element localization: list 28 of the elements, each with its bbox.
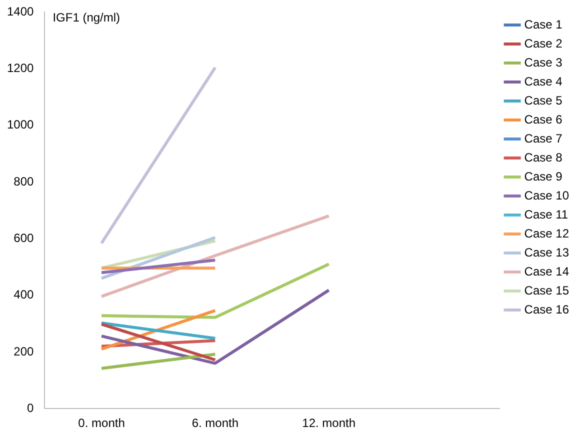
legend-label: Case 6 xyxy=(524,112,563,126)
legend-label: Case 4 xyxy=(524,74,563,88)
legend-label: Case 5 xyxy=(524,93,563,108)
legend-label: Case 9 xyxy=(524,169,563,184)
y-tick-label: 1200 xyxy=(6,60,34,75)
legend-label: Case 1 xyxy=(524,17,563,32)
legend-label: Case 10 xyxy=(524,188,570,202)
legend-label: Case 12 xyxy=(524,226,570,240)
y-tick-label: 200 xyxy=(14,344,34,358)
legend-label: Case 11 xyxy=(524,207,568,222)
legend-label: Case 3 xyxy=(524,55,563,70)
y-tick-label: 1000 xyxy=(6,118,34,132)
legend-label: Case 13 xyxy=(524,245,570,260)
legend-label: Case 16 xyxy=(524,302,570,316)
y-tick-label: 1400 xyxy=(6,4,34,18)
y-tick-label: 600 xyxy=(14,230,34,245)
y-tick-label: 400 xyxy=(14,288,34,302)
x-tick-label: 12. month xyxy=(302,416,356,430)
legend-label: Case 2 xyxy=(524,36,563,50)
legend-label: Case 8 xyxy=(524,150,563,164)
x-tick-label: 0. month xyxy=(78,416,125,430)
x-tick-label: 6. month xyxy=(192,416,239,430)
legend-label: Case 14 xyxy=(524,264,570,278)
legend-label: Case 7 xyxy=(524,131,563,146)
y-axis-title: IGF1 (ng/ml) xyxy=(52,10,120,24)
legend-label: Case 15 xyxy=(524,283,570,298)
y-tick-label: 0 xyxy=(27,400,34,415)
y-tick-label: 800 xyxy=(14,174,34,188)
